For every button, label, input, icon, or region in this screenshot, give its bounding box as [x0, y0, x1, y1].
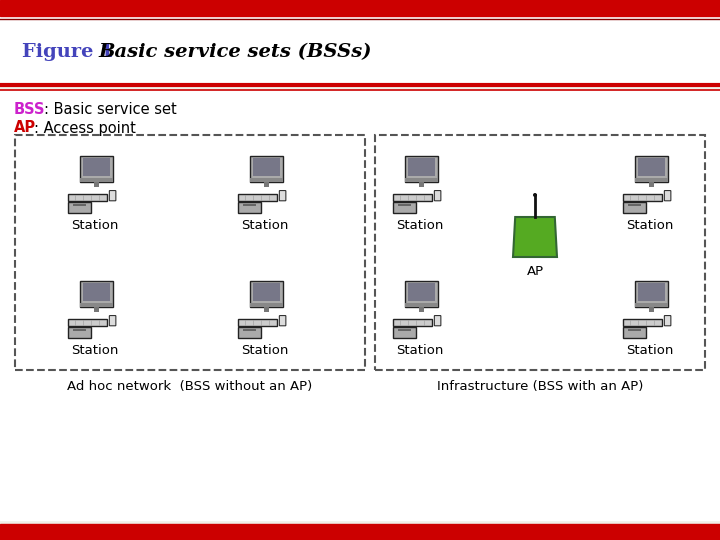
FancyBboxPatch shape — [665, 191, 671, 201]
Bar — [623, 201, 646, 213]
Bar — [250, 156, 283, 183]
Text: BSS: BSS — [14, 103, 45, 118]
Bar — [243, 205, 256, 206]
Bar — [238, 194, 277, 201]
FancyBboxPatch shape — [109, 315, 116, 326]
FancyBboxPatch shape — [279, 315, 286, 326]
Bar — [408, 158, 435, 177]
Bar — [80, 303, 113, 307]
Bar — [638, 283, 665, 301]
Bar — [80, 281, 113, 307]
Bar — [0, 0, 720, 16]
Bar — [419, 183, 424, 187]
Text: Station: Station — [241, 219, 289, 232]
FancyBboxPatch shape — [279, 191, 286, 201]
Text: : Access point: : Access point — [34, 120, 136, 136]
Bar — [405, 303, 438, 307]
Text: Station: Station — [396, 344, 444, 357]
Bar — [629, 329, 641, 332]
Bar — [68, 194, 107, 201]
Bar — [392, 194, 432, 201]
Bar — [398, 205, 411, 206]
Bar — [392, 319, 432, 326]
Bar — [83, 158, 110, 177]
Bar — [250, 303, 283, 307]
Bar — [392, 327, 415, 338]
Bar — [405, 156, 438, 183]
Bar — [238, 327, 261, 338]
Bar — [243, 329, 256, 332]
Text: Figure 1: Figure 1 — [22, 43, 114, 61]
Bar — [80, 178, 113, 183]
Text: Infrastructure (BSS with an AP): Infrastructure (BSS with an AP) — [437, 380, 643, 393]
Bar — [264, 307, 269, 312]
Bar — [264, 183, 269, 187]
Bar — [0, 524, 720, 540]
Bar — [419, 307, 424, 312]
Text: AP: AP — [14, 120, 36, 136]
Bar — [73, 329, 86, 332]
Bar — [649, 183, 654, 187]
Bar — [623, 327, 646, 338]
Bar — [68, 201, 91, 213]
Bar — [253, 158, 280, 177]
Text: : Basic service set: : Basic service set — [44, 103, 176, 118]
Polygon shape — [513, 217, 557, 257]
Bar — [15, 135, 365, 370]
Bar — [0, 0, 720, 85]
Bar — [80, 156, 113, 183]
Text: AP: AP — [526, 265, 544, 278]
Bar — [649, 307, 654, 312]
Bar — [250, 281, 283, 307]
Text: Station: Station — [71, 219, 119, 232]
Text: Ad hoc network  (BSS without an AP): Ad hoc network (BSS without an AP) — [68, 380, 312, 393]
Bar — [83, 283, 110, 301]
Bar — [73, 205, 86, 206]
Bar — [68, 319, 107, 326]
Bar — [94, 183, 99, 187]
FancyBboxPatch shape — [434, 315, 441, 326]
Bar — [635, 156, 668, 183]
Text: Station: Station — [626, 219, 674, 232]
Bar — [392, 201, 415, 213]
Bar — [629, 205, 641, 206]
Bar — [0, 90, 720, 520]
Text: Basic service sets (BSSs): Basic service sets (BSSs) — [98, 43, 372, 61]
Ellipse shape — [533, 193, 537, 197]
Bar — [623, 194, 662, 201]
Bar — [638, 158, 665, 177]
Bar — [375, 135, 705, 370]
Text: Station: Station — [71, 344, 119, 357]
Bar — [250, 178, 283, 183]
Bar — [635, 178, 668, 183]
Bar — [408, 283, 435, 301]
Text: Station: Station — [396, 219, 444, 232]
Bar — [238, 319, 277, 326]
Bar — [623, 319, 662, 326]
FancyBboxPatch shape — [665, 315, 671, 326]
Text: Station: Station — [241, 344, 289, 357]
Bar — [238, 201, 261, 213]
Bar — [398, 329, 411, 332]
Bar — [405, 178, 438, 183]
Bar — [405, 281, 438, 307]
Bar — [68, 327, 91, 338]
Bar — [253, 283, 280, 301]
FancyBboxPatch shape — [109, 191, 116, 201]
FancyBboxPatch shape — [434, 191, 441, 201]
Bar — [635, 303, 668, 307]
Bar — [635, 281, 668, 307]
Bar — [94, 307, 99, 312]
Text: Station: Station — [626, 344, 674, 357]
